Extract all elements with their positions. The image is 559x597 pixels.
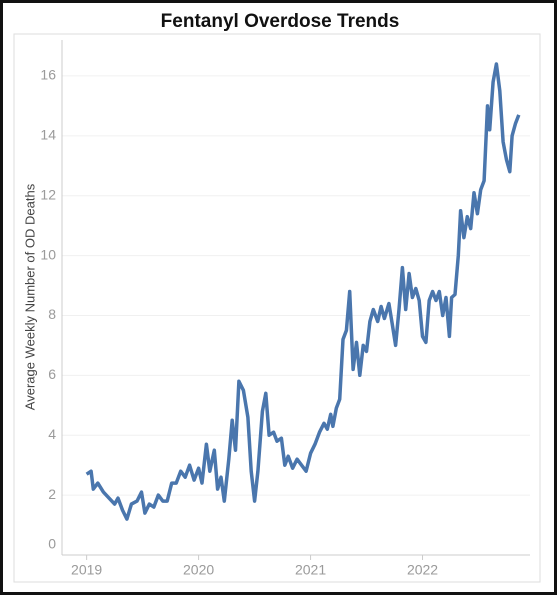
line — [85, 62, 521, 521]
x-tick-label: 2022 — [407, 562, 438, 578]
chart-title: Fentanyl Overdose Trends — [161, 11, 400, 32]
x-tick-label: 2021 — [295, 562, 326, 578]
y-tick-label: 14 — [40, 127, 56, 143]
y-axis-label: Average Weekly Number of OD Deaths — [22, 183, 37, 410]
x-tick-label: 2020 — [183, 562, 214, 578]
y-tick-label: 2 — [48, 486, 56, 502]
y-tick-label: 16 — [40, 67, 56, 83]
y-tick-label: 6 — [48, 366, 56, 382]
x-tick-label: 2019 — [71, 562, 102, 578]
panel — [13, 33, 541, 583]
y-tick-label: 12 — [40, 186, 56, 202]
y-tick-label: 0 — [48, 536, 56, 552]
y-tick-label: 8 — [48, 306, 56, 322]
y-tick-label: 10 — [40, 246, 56, 262]
y-tick-label: 4 — [48, 426, 56, 442]
